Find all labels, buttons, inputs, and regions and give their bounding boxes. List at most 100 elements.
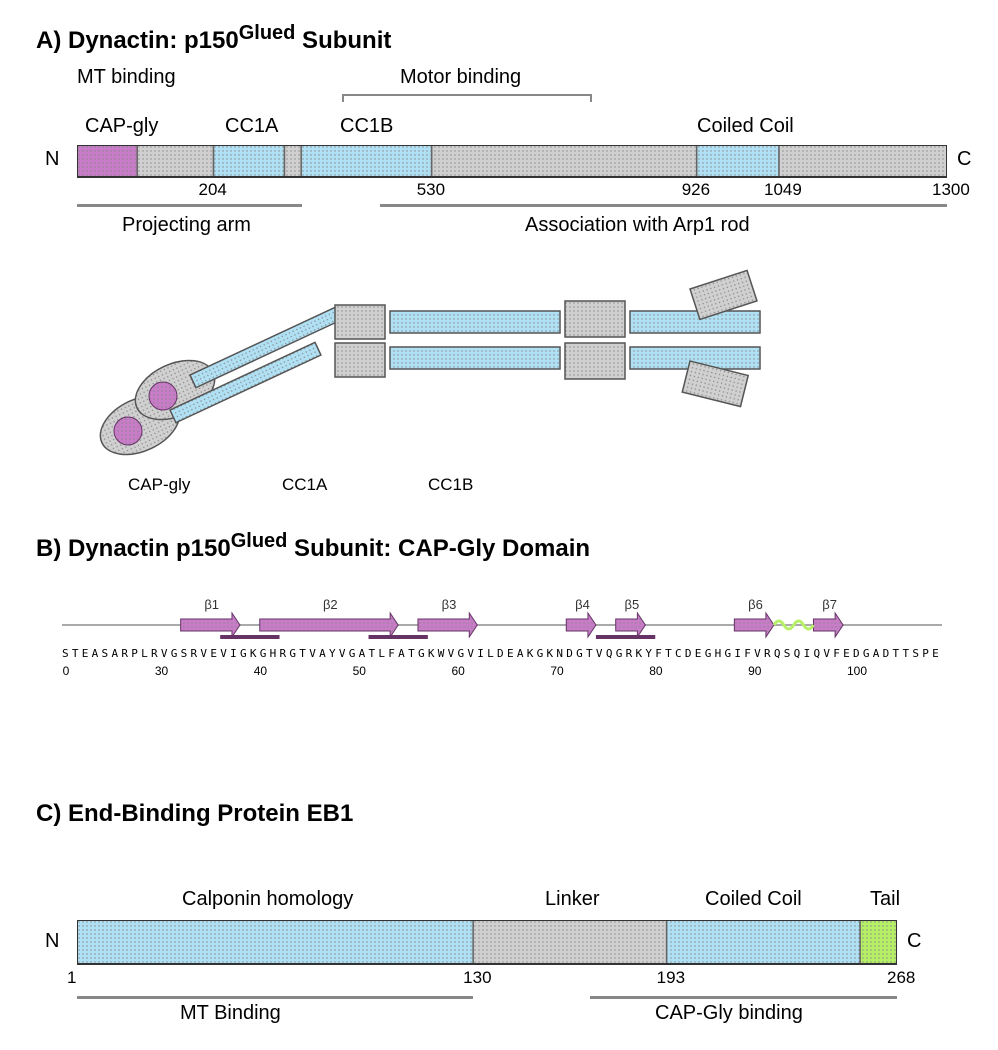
svg-text:β7: β7 [822, 597, 837, 612]
svg-text:A: A [517, 647, 524, 660]
svg-text:S: S [784, 647, 791, 660]
c-terminus-c: C [907, 930, 921, 953]
underline-mt [77, 996, 473, 999]
svg-text:K: K [546, 647, 553, 660]
svg-text:R: R [121, 647, 128, 660]
svg-text:60: 60 [452, 664, 466, 678]
svg-text:β3: β3 [442, 597, 457, 612]
svg-text:T: T [902, 647, 909, 660]
svg-text:V: V [448, 647, 455, 660]
svg-text:S: S [102, 647, 109, 660]
svg-text:D: D [497, 647, 504, 660]
svg-text:E: E [932, 647, 939, 660]
svg-text:R: R [764, 647, 771, 660]
svg-text:G: G [705, 647, 712, 660]
svg-text:V: V [309, 647, 316, 660]
svg-text:80: 80 [649, 664, 663, 678]
panel-a-title: A) Dynactin: p150Glued Subunit [36, 22, 391, 55]
tick-130: 130 [463, 968, 491, 988]
svg-text:R: R [191, 647, 198, 660]
svg-text:I: I [230, 647, 237, 660]
svg-text:G: G [576, 647, 583, 660]
svg-text:H: H [270, 647, 277, 660]
svg-text:V: V [754, 647, 761, 660]
svg-text:A: A [92, 647, 99, 660]
svg-text:E: E [507, 647, 514, 660]
capgly-binding-c: CAP-Gly binding [655, 1002, 803, 1025]
svg-text:F: F [833, 647, 840, 660]
svg-text:β1: β1 [204, 597, 219, 612]
svg-text:T: T [665, 647, 672, 660]
svg-text:Q: Q [774, 647, 781, 660]
svg-text:K: K [428, 647, 435, 660]
svg-text:Q: Q [794, 647, 801, 660]
linker-label: Linker [545, 888, 599, 911]
svg-text:G: G [458, 647, 465, 660]
svg-text:V: V [596, 647, 603, 660]
svg-text:T: T [586, 647, 593, 660]
svg-text:β6: β6 [748, 597, 763, 612]
svg-text:A: A [873, 647, 880, 660]
svg-text:V: V [161, 647, 168, 660]
svg-text:V: V [823, 647, 830, 660]
tick-1049: 1049 [764, 180, 802, 200]
cc1a-label: CC1A [225, 115, 278, 138]
svg-text:P: P [131, 647, 138, 660]
dimer-cartoon [80, 265, 780, 495]
svg-text:L: L [378, 647, 385, 660]
tail-label: Tail [870, 888, 900, 911]
capgly-label: CAP-gly [85, 115, 158, 138]
svg-text:A: A [319, 647, 326, 660]
svg-text:V: V [200, 647, 207, 660]
svg-text:F: F [388, 647, 395, 660]
svg-text:Q: Q [813, 647, 820, 660]
svg-text:K: K [635, 647, 642, 660]
svg-text:R: R [280, 647, 287, 660]
svg-text:100: 100 [847, 664, 867, 678]
svg-text:E: E [843, 647, 850, 660]
svg-text:R: R [151, 647, 158, 660]
assoc-label: Association with Arp1 rod [525, 214, 750, 237]
svg-text:T: T [893, 647, 900, 660]
svg-text:β2: β2 [323, 597, 338, 612]
tick-530: 530 [417, 180, 445, 200]
c-terminus-a: C [957, 148, 971, 171]
svg-text:S: S [181, 647, 188, 660]
svg-text:G: G [724, 647, 731, 660]
tick-926: 926 [682, 180, 710, 200]
svg-text:Y: Y [645, 647, 652, 660]
tick-1300: 1300 [932, 180, 970, 200]
mt-binding-label: MT binding [77, 66, 176, 89]
motor-binding-label: Motor binding [400, 66, 521, 89]
svg-text:G: G [171, 647, 178, 660]
svg-text:R: R [626, 647, 633, 660]
svg-text:E: E [82, 647, 89, 660]
svg-text:W: W [438, 647, 445, 660]
panel-c-bar [77, 920, 897, 968]
n-terminus-a: N [45, 148, 59, 171]
svg-text:40: 40 [254, 664, 268, 678]
svg-text:G: G [240, 647, 247, 660]
svg-text:G: G [863, 647, 870, 660]
svg-text:F: F [655, 647, 662, 660]
svg-text:β4: β4 [575, 597, 590, 612]
panel-c-title: C) End-Binding Protein EB1 [36, 800, 353, 828]
svg-text:70: 70 [550, 664, 564, 678]
svg-text:G: G [289, 647, 296, 660]
tick-204: 204 [199, 180, 227, 200]
svg-text:90: 90 [748, 664, 762, 678]
svg-text:L: L [141, 647, 148, 660]
svg-text:K: K [250, 647, 257, 660]
svg-text:G: G [537, 647, 544, 660]
svg-text:F: F [744, 647, 751, 660]
svg-text:Y: Y [329, 647, 336, 660]
svg-text:N: N [556, 647, 563, 660]
cc1b-label: CC1B [340, 115, 393, 138]
svg-text:E: E [210, 647, 217, 660]
tick-1: 1 [67, 968, 76, 988]
mt-binding-c: MT Binding [180, 1002, 281, 1025]
underline-projecting [77, 204, 302, 207]
svg-text:S: S [912, 647, 919, 660]
svg-text:I: I [804, 647, 811, 660]
svg-text:K: K [527, 647, 534, 660]
